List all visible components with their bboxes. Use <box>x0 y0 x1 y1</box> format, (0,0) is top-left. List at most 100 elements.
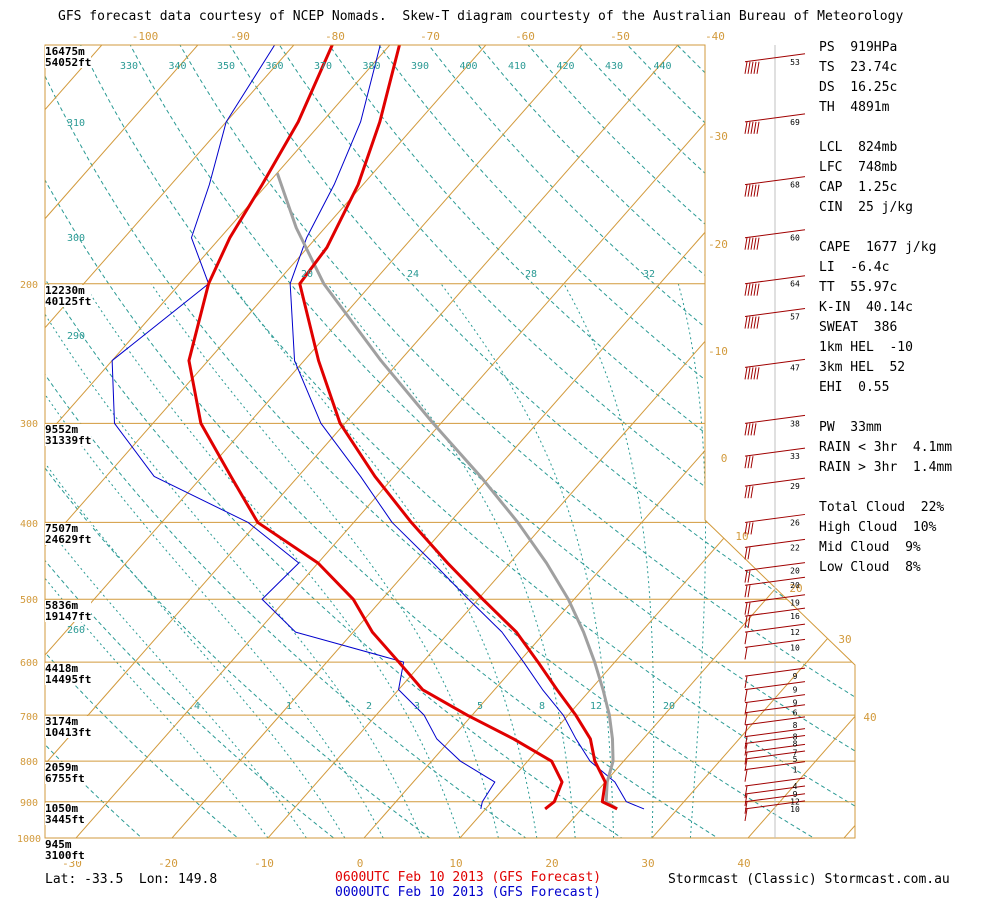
wind-barb-flag <box>750 237 754 250</box>
wind-speed-label: 68 <box>790 181 800 190</box>
wind-speed-label: 26 <box>790 518 800 527</box>
moist-adiabat <box>150 283 499 838</box>
wind-barb-staff <box>744 623 806 633</box>
theta-label-top: 400 <box>459 61 477 72</box>
theta-label-left: 260 <box>67 625 85 636</box>
wind-barb: 38 <box>744 414 806 436</box>
height-feet: 24629ft <box>45 533 92 547</box>
theta-label-top: 380 <box>362 61 380 72</box>
top-temp-tick: -60 <box>515 30 535 43</box>
height-metres: 7507m <box>45 522 79 536</box>
wind-barb-flag <box>750 61 754 74</box>
mixing-ratio-label: 28 <box>525 269 537 280</box>
mixing-ratio-label: 24 <box>407 269 419 280</box>
height-label: 5836m 19147ft <box>45 600 92 623</box>
wind-barb-flag <box>744 237 748 250</box>
right-temp-tick: -20 <box>708 238 728 251</box>
wind-barb-flag <box>744 570 748 583</box>
wind-barb-flag <box>744 769 748 782</box>
wind-barb-flag <box>744 547 748 560</box>
dry-adiabat <box>352 45 855 838</box>
moist-adiabat <box>83 283 461 838</box>
dry-adiabat <box>45 45 746 838</box>
wind-barb: 12 <box>744 793 806 814</box>
wind-barb-flag <box>744 61 748 74</box>
wind-barb-staff <box>744 513 806 523</box>
wind-barb-flag <box>747 585 751 598</box>
wind-barb-flag <box>753 237 757 250</box>
wind-barb: 10 <box>744 638 806 660</box>
wind-barb-flag <box>750 121 754 134</box>
pressure-tick: 400 <box>20 519 38 530</box>
pressure-tick: 700 <box>20 712 38 723</box>
index-row: TS 23.74c <box>819 60 898 75</box>
wind-barb: 26 <box>744 513 806 535</box>
top-temp-tick: -80 <box>325 30 345 43</box>
right-temp-tick: 30 <box>838 633 851 646</box>
wind-barb: 29 <box>744 477 806 499</box>
index-row: LCL 824mb <box>819 140 898 155</box>
dry-adiabat <box>208 45 855 838</box>
moist-adiabat <box>230 283 538 838</box>
wind-barb-staff <box>744 176 806 186</box>
wind-barb-staff <box>744 275 806 285</box>
wind-barb-staff <box>744 728 806 738</box>
wind-barb-flag <box>744 316 748 329</box>
wind-speed-label: 57 <box>790 313 800 322</box>
height-label: 7507m 24629ft <box>45 522 92 547</box>
bottom-temp-tick: -20 <box>158 857 178 870</box>
moist-adiabat <box>440 283 615 838</box>
height-feet: 31339ft <box>45 434 92 448</box>
wind-barb-flag <box>750 423 754 436</box>
index-row: PS 919HPa <box>819 40 898 55</box>
pressure-tick: 1000 <box>17 834 41 845</box>
theta-label-top: 440 <box>653 61 671 72</box>
wind-barb-flag <box>750 522 754 535</box>
isotherm <box>45 45 327 838</box>
wind-barb: 47 <box>744 358 806 380</box>
wind-barb-flag <box>753 283 757 296</box>
wind-barb-flag <box>744 676 748 689</box>
moist-adiabat <box>45 283 384 838</box>
wind-barb-flag <box>744 456 748 469</box>
footer-run-red: 0600UTC Feb 10 2013 (GFS Forecast) <box>335 870 602 885</box>
wind-speed-label: 10 <box>790 805 800 814</box>
dry-adiabat <box>45 45 161 838</box>
moist-adiabat <box>45 283 346 838</box>
isotherm <box>636 45 855 838</box>
wind-barb-flag <box>747 547 751 560</box>
dewpoint-0600utc <box>187 45 564 811</box>
wind-barb: 8 <box>744 716 806 737</box>
index-row: DS 16.25c <box>819 80 898 95</box>
footer-run-blue: 0000UTC Feb 10 2013 (GFS Forecast) <box>335 885 602 900</box>
wind-speed-label: 53 <box>790 58 800 67</box>
isotherm <box>348 45 855 838</box>
wind-barb: 10 <box>744 800 806 821</box>
height-metres: 1050m <box>45 801 79 815</box>
index-row: RAIN < 3hr 4.1mm <box>819 440 953 455</box>
wind-barb-flag <box>744 522 748 535</box>
mixing-ratio-label: 20 <box>663 701 675 712</box>
mixing-ratio-label: 3 <box>414 701 420 712</box>
wind-speed-label: 19 <box>790 599 800 608</box>
height-label: 1050m 3445ft <box>45 801 85 825</box>
wind-barb-staff <box>744 793 806 803</box>
wind-barb-flag <box>747 423 751 436</box>
wind-barb: 6 <box>744 704 806 725</box>
dewpoint-0000utc <box>111 45 496 810</box>
isotherm <box>540 45 855 838</box>
index-row: CAPE 1677 j/kg <box>819 240 937 255</box>
wind-barb-staff <box>744 562 806 572</box>
wind-barb: 5 <box>744 750 806 772</box>
index-row: High Cloud 10% <box>819 520 937 535</box>
wind-speed-label: 9 <box>793 686 798 695</box>
wind-barb-staff <box>744 704 806 714</box>
index-row: SWEAT 386 <box>819 320 898 335</box>
top-temp-tick: -70 <box>420 30 440 43</box>
pressure-tick: 900 <box>20 798 38 809</box>
wind-barb-flag <box>744 616 748 629</box>
dry-adiabat <box>45 45 356 838</box>
top-temp-tick: -90 <box>230 30 250 43</box>
theta-label-top: 390 <box>411 61 429 72</box>
